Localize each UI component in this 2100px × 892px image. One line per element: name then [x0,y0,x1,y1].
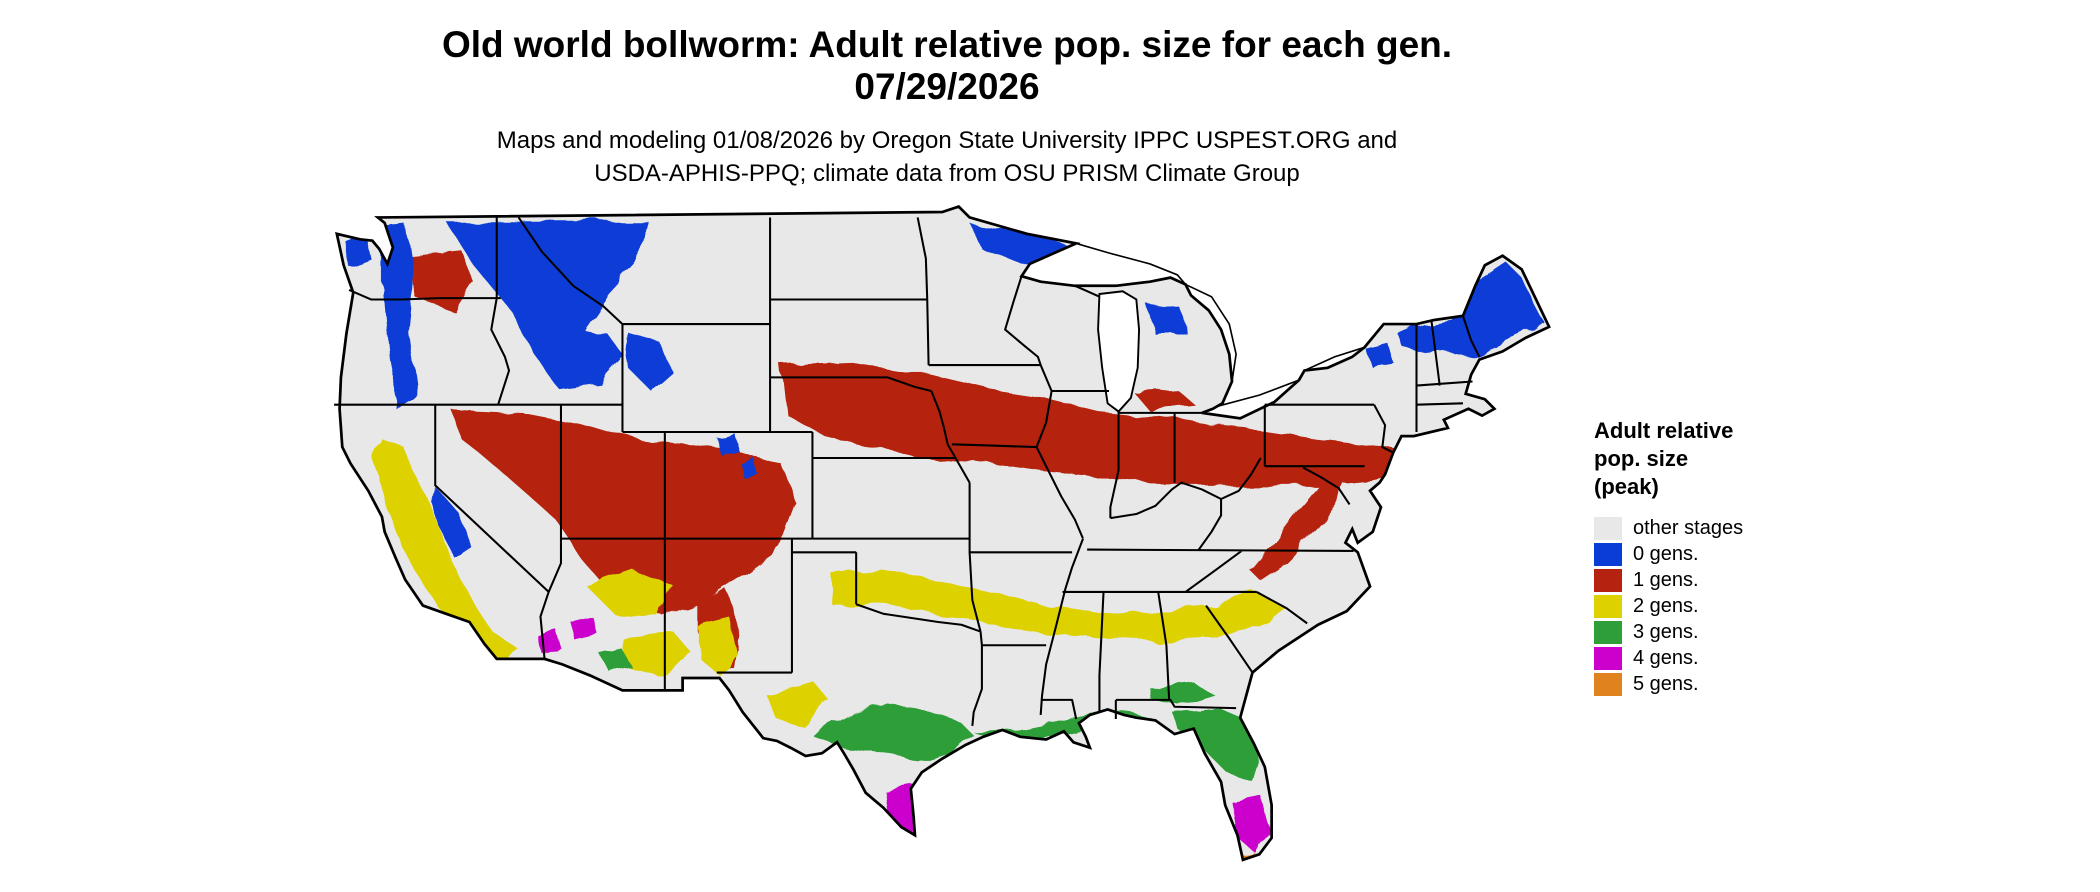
legend-title-line: Adult relative [1594,418,1734,443]
legend-swatch [1594,516,1622,540]
legend-title-line: pop. size [1594,446,1689,472]
legend-item-label: 5 gens. [1633,673,1699,696]
state-borders [334,216,1481,726]
legend-swatch [1594,672,1622,696]
border-through-lakes [1075,242,1365,407]
legend-item-label: 3 gens. [1633,621,1699,644]
legend-title-line: (peak) [1594,474,1659,500]
us-map-svg [334,204,1551,862]
us-outline [335,204,1551,862]
legend-item-label: 4 gens. [1633,647,1699,670]
legend-item-label: 0 gens. [1633,543,1699,566]
map-class-layers [343,220,1544,860]
legend-swatch [1594,568,1622,592]
legend-item: 2 gens. [1594,593,1894,619]
legend-item: 0 gens. [1594,541,1894,567]
title-block: Old world bollworm: Adult relative pop. … [300,24,1594,108]
legend: Adult relative pop. size (peak) other st… [1594,417,1894,697]
legend-title: Adult relative pop. size (peak) [1594,417,1894,501]
caption-line-2: USDA-APHIS-PPQ; climate data from OSU PR… [594,160,1300,188]
legend-item: 3 gens. [1594,619,1894,645]
map-layer-2-gens [373,438,1287,726]
legend-swatch [1594,594,1622,618]
map-layer-5-gens [906,829,1260,860]
legend-item-label: other stages [1633,517,1744,540]
page-title-date: 07/29/2026 [854,66,1040,108]
legend-item: 4 gens. [1594,645,1894,671]
page-title: Old world bollworm: Adult relative pop. … [441,24,1453,65]
legend-swatch [1594,542,1622,566]
legend-item: 1 gens. [1594,567,1894,593]
legend-item-label: 2 gens. [1633,595,1699,618]
legend-swatch [1594,620,1622,644]
legend-item-label: 1 gens. [1633,569,1699,592]
legend-items: other stages 0 gens. 1 gens. 2 gens. 3 gens.… [1594,515,1894,697]
legend-swatch [1594,646,1622,670]
caption-block: Maps and modeling 01/08/2026 by Oregon S… [300,124,1594,190]
caption-line-1: Maps and modeling 01/08/2026 by Oregon S… [496,127,1398,154]
lake-michigan [1097,290,1141,413]
legend-item: 5 gens. [1594,671,1894,697]
us-map [330,203,1560,877]
legend-item: other stages [1594,515,1894,541]
